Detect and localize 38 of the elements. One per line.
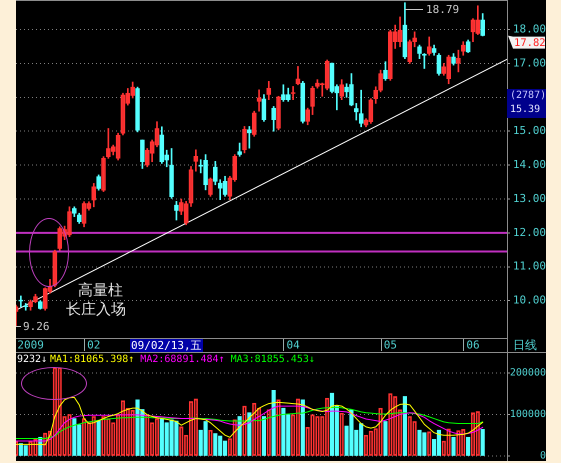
bar bbox=[96, 420, 101, 456]
x-tick-label: 04 bbox=[286, 338, 300, 352]
y-tick-label: 18.00 bbox=[512, 22, 546, 36]
x-tick-label: 2009 bbox=[17, 338, 44, 352]
x-tick-label: 02 bbox=[87, 338, 100, 352]
y-tick-label: 11.00 bbox=[512, 260, 546, 273]
bar bbox=[300, 400, 305, 456]
text: MA1:81065.398↑ bbox=[50, 354, 134, 365]
annotation: 9.26 bbox=[23, 320, 50, 332]
bar bbox=[402, 396, 407, 456]
y-tick-label: 13.00 bbox=[512, 192, 546, 205]
text: 15.39 bbox=[507, 103, 546, 118]
bar bbox=[272, 390, 276, 456]
annotation: 长庄入场 bbox=[66, 300, 126, 318]
text: 17.82 bbox=[514, 36, 546, 49]
annotation: 9232↓ bbox=[17, 354, 48, 365]
y-tick-label: 15.00 bbox=[512, 124, 546, 138]
annotation: 18.79 bbox=[426, 3, 460, 16]
x-tick-label: 05 bbox=[384, 338, 397, 352]
text: MA2:68891.484↑ bbox=[140, 354, 225, 365]
x-tick-label: 06 bbox=[466, 338, 480, 352]
bar bbox=[480, 429, 485, 456]
text: 日线 bbox=[513, 338, 537, 352]
y-tick-label: 17.00 bbox=[512, 56, 546, 70]
y-tick-label: 0 bbox=[540, 450, 546, 462]
text: (2787) bbox=[507, 89, 546, 103]
y-tick-label: 10.00 bbox=[512, 294, 546, 307]
y-tick-label: 200000 bbox=[510, 367, 546, 378]
text: MA3:81855.453↓ bbox=[230, 354, 315, 365]
annotation: 高量柱 bbox=[78, 281, 123, 299]
text: 09/02/13,五 bbox=[130, 339, 203, 352]
bar bbox=[383, 421, 388, 456]
bar bbox=[262, 416, 266, 456]
bar bbox=[451, 436, 456, 456]
y-tick-label: 100000 bbox=[510, 408, 546, 420]
y-tick-label: 12.00 bbox=[512, 226, 546, 239]
bar bbox=[466, 436, 470, 456]
y-tick-label: 14.00 bbox=[512, 158, 546, 171]
